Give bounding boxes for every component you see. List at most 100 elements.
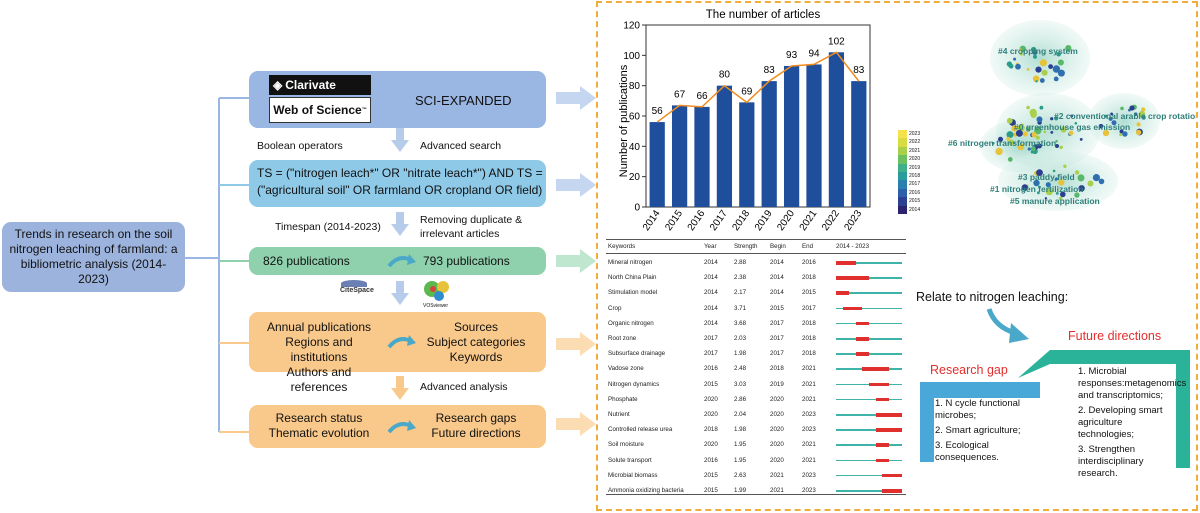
results-left: Research status Thematic evolution (259, 411, 379, 441)
cell-end: 2023 (802, 471, 816, 479)
network-node (1133, 112, 1138, 116)
color-swatch (898, 163, 907, 172)
x-tick-label: 2014 (641, 208, 663, 233)
network-node (1098, 123, 1104, 129)
query-line-1: TS = ("nitrogen leach*" OR "nitrate leac… (257, 166, 543, 180)
right-arrows (556, 86, 596, 436)
bar-value-label: 80 (719, 70, 731, 81)
cell-begin: 2014 (770, 289, 784, 297)
timeline-base (836, 414, 902, 416)
cell-year: 2015 (704, 380, 718, 388)
results-right: Research gaps Future directions (417, 411, 535, 441)
color-swatch (898, 130, 907, 139)
timeline-base (836, 338, 902, 340)
future-item: 1. Microbial responses:metagenomics and … (1078, 366, 1187, 401)
network-node (1030, 46, 1037, 53)
future-item: 3. Strengthen interdisciplinary research… (1078, 444, 1144, 479)
cell-keyword: North China Plain (608, 274, 657, 282)
cell-end: 2016 (802, 259, 816, 266)
cell-strength: 2.88 (734, 259, 747, 266)
y-tick-label: 100 (623, 51, 640, 62)
network-node (1055, 144, 1059, 148)
table-header: Keywords Year Strength Begin End 2014 - … (606, 239, 916, 255)
timeline-base (836, 474, 902, 477)
burst-segment (836, 291, 850, 295)
arrow-right-icon (556, 412, 596, 436)
arrow-right-icon (556, 249, 596, 273)
table-row: Vadose zone 2016 2.48 2018 2021 (606, 361, 916, 377)
burst-segment (869, 382, 889, 387)
arrow-right-icon (556, 173, 596, 197)
header-end: End (802, 243, 814, 250)
network-node (1032, 75, 1040, 83)
analysis-item: Subject categories (426, 335, 526, 349)
cell-strength: 1.99 (734, 487, 747, 494)
cell-keyword: Solute transport (608, 456, 652, 464)
network-node (1079, 138, 1083, 141)
cell-begin: 2017 (770, 335, 784, 342)
arrow-down-icon (391, 376, 409, 400)
network-node (1074, 192, 1080, 198)
color-scale-label: 2015 (909, 198, 921, 205)
cell-keyword: Stimulation model (608, 289, 658, 297)
burst-segment (862, 367, 889, 371)
cell-begin: 2017 (770, 319, 784, 327)
analysis-item: Sources (453, 320, 499, 334)
network-node (1108, 116, 1113, 121)
network-node (1074, 170, 1080, 175)
color-scale-label: 2022 (909, 139, 921, 146)
network-node (1045, 188, 1053, 196)
network-node (1043, 130, 1047, 134)
query-box: TS = ("nitrogen leach*" OR "nitrate leac… (249, 160, 546, 207)
network-node (1039, 59, 1047, 67)
bar-value-label: 83 (853, 65, 865, 76)
cell-strength: 2.17 (734, 289, 747, 297)
network-node (1077, 174, 1085, 182)
table-top-rule (606, 239, 906, 240)
arrow-right-icon (556, 332, 596, 356)
network-node (1111, 120, 1117, 126)
table-row: Microbial biomass 2015 2.63 2021 2023 (606, 468, 916, 484)
network-node (995, 147, 1003, 156)
burst-segment (875, 443, 889, 447)
network-node (1011, 125, 1018, 132)
header-range: 2014 - 2023 (836, 243, 870, 250)
network-node (1048, 64, 1053, 69)
cell-begin: 2020 (770, 411, 784, 418)
gap-item: 3. Ecological consequences. (935, 440, 999, 463)
year-color-scale: 2023 2022 2021 2020 2019 2018 2017 2016 2015 2014 (898, 130, 924, 220)
publications-bar-chart: The number of articles Number of publica… (618, 9, 871, 233)
network-node (991, 141, 995, 145)
network-node (1052, 169, 1056, 173)
cell-strength: 1.95 (734, 456, 747, 464)
network-node (1055, 139, 1058, 143)
network-node (1141, 107, 1146, 112)
bar (694, 106, 710, 207)
cell-begin: 2020 (770, 395, 784, 403)
network-node (1034, 126, 1042, 135)
network-node (1033, 54, 1037, 59)
cell-end: 2018 (802, 350, 816, 358)
cell-year: 2014 (704, 319, 718, 327)
burst-segment (842, 306, 863, 311)
wos-box: ◈ Clarivate Web of Science ™ SCI-EXPANDED (249, 71, 546, 128)
table-row: Phosphate 2020 2.86 2020 2021 (606, 392, 916, 408)
cell-end: 2021 (802, 365, 816, 373)
network-node (1063, 164, 1067, 168)
bar (783, 65, 800, 207)
network-node (1017, 124, 1025, 132)
burst-segment (836, 276, 869, 280)
timeline-base (836, 262, 902, 264)
cell-keyword: Nitrogen dynamics (608, 380, 660, 388)
gap-list: 1. N cycle functional microbes; 2. Smart… (935, 398, 1035, 464)
table-row: Solute transport 2016 1.95 2020 2021 (606, 453, 916, 469)
burst-segment (875, 397, 889, 402)
y-tick-label: 80 (629, 81, 641, 92)
arrow-right-icon (556, 86, 596, 110)
cluster-label-3: #3 paddy field (1018, 172, 1075, 182)
network-node (1030, 150, 1034, 154)
cluster-label-5: #5 manure application (1010, 196, 1100, 206)
color-scale-label: 2020 (909, 156, 921, 163)
table-header-rule (606, 253, 906, 254)
result-item: Research gaps (435, 411, 517, 425)
